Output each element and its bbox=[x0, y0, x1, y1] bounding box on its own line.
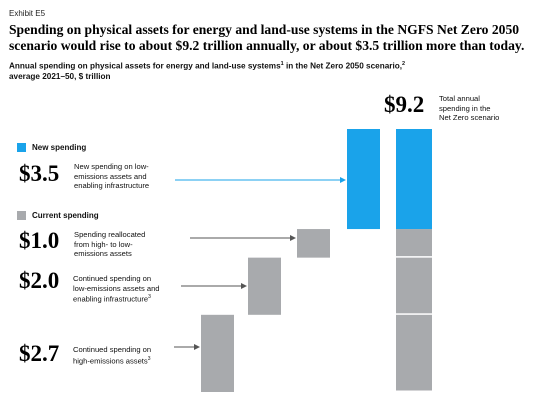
desc-reallocated: Spending reallocated from high- to low- … bbox=[74, 230, 145, 259]
desc-low-line2: low-emissions assets and bbox=[73, 283, 160, 293]
value-label-high: $2.7 bbox=[19, 341, 60, 366]
desc-reallocated-line2: from high- to low- bbox=[74, 239, 133, 249]
desc-new: New spending on low- emissions assets an… bbox=[74, 162, 149, 191]
desc-reallocated-line1: Spending reallocated bbox=[74, 230, 146, 239]
legend-current: Current spending bbox=[17, 211, 99, 220]
chart-title: Spending on physical assets for energy a… bbox=[9, 22, 525, 53]
desc-high-line1: Continued spending on bbox=[73, 345, 152, 354]
total-seg-new-spending bbox=[396, 129, 432, 230]
bar-low-emissions bbox=[248, 257, 281, 315]
total-desc-line3: Net Zero scenario bbox=[439, 113, 500, 123]
total-desc-line1: Total annual bbox=[439, 94, 480, 103]
subtitle-text-3: average 2021–50, $ trillion bbox=[9, 71, 111, 81]
total-desc: Total annual spending in the Net Zero sc… bbox=[439, 94, 499, 123]
desc-new-line1: New spending on low- bbox=[74, 162, 149, 171]
desc-high-line2: high-emissions assets3 bbox=[73, 355, 151, 366]
desc-high-line2-text: high-emissions assets bbox=[73, 356, 148, 366]
bar-reallocated bbox=[297, 229, 330, 258]
chart-subtitle: Annual spending on physical assets for e… bbox=[9, 59, 544, 82]
desc-new-line2: emissions assets and bbox=[74, 171, 147, 181]
subtitle-footnote-2: 2 bbox=[402, 61, 406, 67]
desc-reallocated-line3: emissions assets bbox=[74, 249, 132, 259]
desc-low-footnote: 3 bbox=[148, 294, 151, 301]
desc-low-line3-text: enabling infrastructure bbox=[73, 294, 149, 304]
desc-high-footnote: 3 bbox=[147, 355, 151, 362]
desc-low-line1: Continued spending on bbox=[73, 274, 152, 283]
legend-new-swatch bbox=[17, 143, 26, 152]
value-label-low: $2.0 bbox=[19, 268, 60, 293]
total-seg-high-emissions bbox=[396, 314, 432, 391]
desc-new-line3: enabling infrastructure bbox=[74, 181, 150, 191]
total-seg-reallocated bbox=[396, 229, 432, 257]
legend-new: New spending bbox=[17, 143, 86, 152]
legend-current-swatch bbox=[17, 211, 26, 220]
subtitle-text-1: Annual spending on physical assets for e… bbox=[9, 61, 281, 71]
legend-new-label: New spending bbox=[32, 143, 87, 152]
subtitle-footnote-1: 1 bbox=[280, 61, 284, 67]
value-label-new: $3.5 bbox=[19, 161, 60, 186]
bar-new-spending bbox=[347, 129, 380, 230]
legend-current-label: Current spending bbox=[32, 211, 99, 220]
desc-high: Continued spending on high-emissions ass… bbox=[73, 345, 151, 366]
exhibit-label: Exhibit E5 bbox=[9, 9, 46, 18]
total-value-label: $9.2 bbox=[384, 92, 425, 117]
desc-low-line3: enabling infrastructure3 bbox=[73, 293, 160, 304]
total-desc-line2: spending in the bbox=[439, 103, 491, 113]
desc-low: Continued spending on low-emissions asse… bbox=[73, 274, 160, 304]
bar-high-emissions bbox=[201, 314, 234, 392]
value-label-reallocated: $1.0 bbox=[19, 228, 60, 253]
subtitle-text-2: in the Net Zero 2050 scenario, bbox=[283, 61, 403, 71]
total-seg-low-emissions bbox=[396, 257, 432, 314]
